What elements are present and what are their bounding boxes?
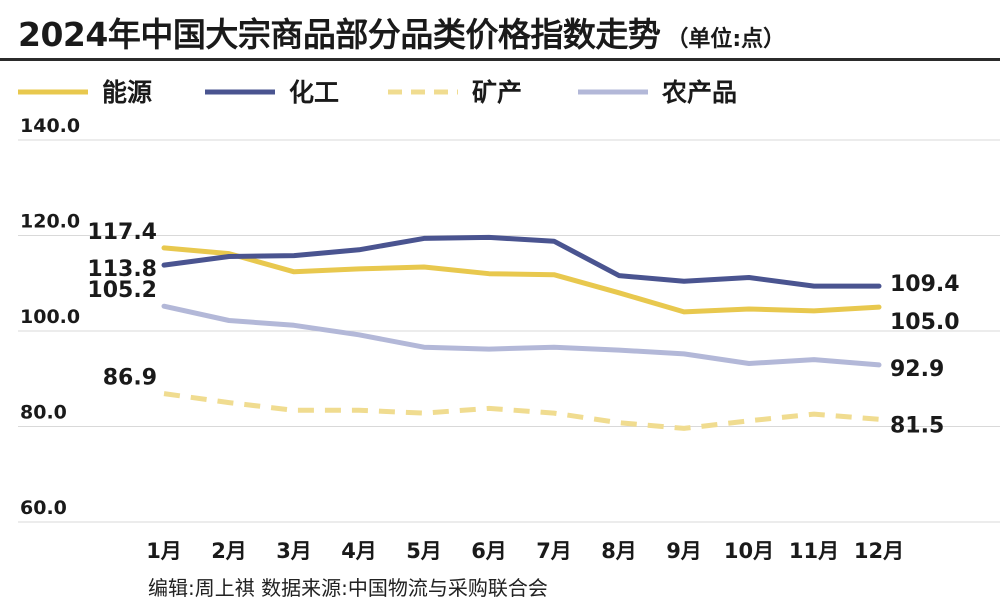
x-tick-label: 3月 <box>276 539 312 563</box>
x-tick-label: 6月 <box>471 539 507 563</box>
series-line <box>161 303 882 368</box>
y-tick-label: 140.0 <box>20 115 80 137</box>
legend-label: 矿产 <box>472 78 522 107</box>
x-tick-label: 4月 <box>341 539 377 563</box>
data-label-start: 105.2 <box>87 278 157 303</box>
data-label-end: 92.9 <box>890 357 944 382</box>
data-label-end: 105.0 <box>890 310 960 335</box>
y-tick-label: 120.0 <box>20 211 80 233</box>
data-label-start: 117.4 <box>87 220 157 245</box>
x-tick-label: 8月 <box>601 539 637 563</box>
series-line <box>161 245 882 315</box>
source-credit: 编辑:周上祺 数据来源:中国物流与采购联合会 <box>148 576 548 600</box>
y-tick-label: 100.0 <box>20 306 80 328</box>
series-line <box>163 391 880 431</box>
x-tick-label: 11月 <box>789 539 839 563</box>
data-label-end: 109.4 <box>890 272 960 297</box>
data-label-start: 113.8 <box>87 257 157 282</box>
x-tick-label: 1月 <box>146 539 182 563</box>
x-tick-label: 7月 <box>536 539 572 563</box>
y-tick-label: 60.0 <box>20 497 67 519</box>
x-tick-label: 9月 <box>666 539 702 563</box>
legend-label: 能源 <box>102 78 152 107</box>
legend-label: 化工 <box>289 78 339 107</box>
data-label-start: 86.9 <box>103 366 157 391</box>
x-tick-label: 12月 <box>854 539 904 563</box>
x-tick-label: 2月 <box>211 539 247 563</box>
chart-unit: （单位:点） <box>666 27 786 52</box>
series-line <box>161 234 882 289</box>
title-underline <box>0 58 1000 61</box>
chart-title-block: 2024年中国大宗商品部分品类价格指数走势 （单位:点） <box>18 8 785 56</box>
data-label-end: 81.5 <box>890 413 944 438</box>
x-tick-label: 10月 <box>724 539 774 563</box>
legend-label: 农产品 <box>661 78 737 107</box>
y-tick-label: 80.0 <box>20 402 67 424</box>
chart-title: 2024年中国大宗商品部分品类价格指数走势 <box>18 15 661 54</box>
x-tick-label: 5月 <box>406 539 442 563</box>
